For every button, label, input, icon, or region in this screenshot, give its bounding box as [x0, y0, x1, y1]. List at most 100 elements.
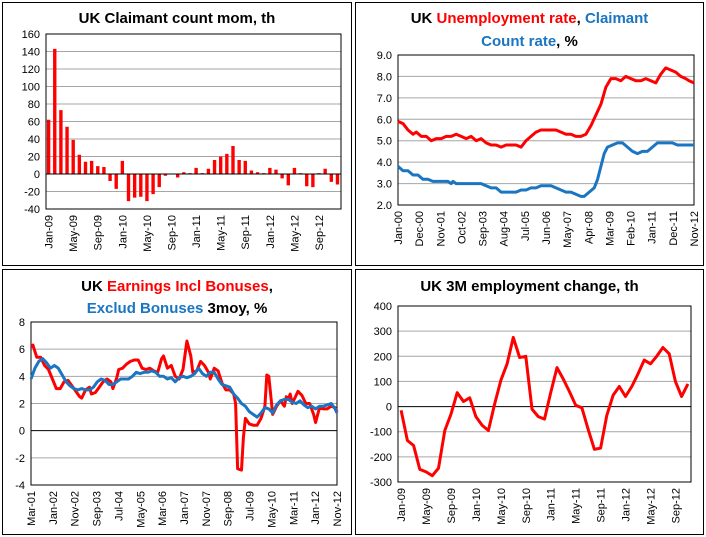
- x-tick-label: Jan-12: [310, 491, 322, 525]
- bar: [274, 169, 278, 174]
- employment-plot: -300 -200 -100 0 100 200 300 400 Jan-09 May-09 Sep…: [370, 301, 692, 525]
- x-tick-label: Nov-12: [332, 491, 344, 526]
- y-tick-label: -4: [15, 480, 25, 492]
- title-part: 3moy, %: [203, 300, 268, 317]
- x-tick-label: Sep-10: [166, 215, 178, 250]
- x-tick-label: Jan-09: [396, 488, 408, 522]
- x-tick-label: Aug-04: [499, 211, 511, 246]
- bar: [114, 174, 118, 189]
- x-tick-label: Jan-11: [647, 211, 659, 244]
- bar: [329, 174, 334, 182]
- x-tick-label: Jan-00: [393, 211, 405, 245]
- chart-unemployment-rate: UK Unemployment rate, Claimant Count rat…: [355, 2, 704, 266]
- x-tick-label: Jan-09: [44, 215, 56, 249]
- bar: [89, 160, 94, 174]
- y-tick-label: -100: [370, 427, 392, 439]
- title-part: UK: [81, 278, 107, 295]
- x-tick-label: Jan-07: [179, 491, 191, 525]
- bar: [77, 154, 82, 174]
- y-tick-label: -200: [370, 452, 392, 464]
- y-tick-label: 0: [19, 426, 25, 438]
- y-tick-label: 20: [28, 152, 40, 164]
- x-tick-label: Sep-03: [92, 491, 104, 526]
- x-tick-label: Jan-10: [471, 488, 483, 522]
- x-tick-label: Oct-02: [456, 211, 468, 244]
- chart-title-line2: Exclud Bonuses 3moy, %: [3, 299, 351, 319]
- x-tick-label: Jan-10: [117, 215, 129, 249]
- x-tick-label: Jan-12: [265, 215, 277, 249]
- y-tick-label: 100: [22, 82, 40, 94]
- bar: [335, 174, 340, 185]
- y-tick-label: 0: [386, 402, 392, 414]
- x-tick-label: Mar-06: [157, 491, 169, 526]
- x-tick-label: Dec-00: [414, 211, 426, 246]
- y-tick-label: -20: [24, 187, 40, 199]
- y-tick-label: 5.0: [377, 136, 392, 148]
- bar: [59, 110, 63, 174]
- y-tick-label: -40: [24, 204, 40, 216]
- chart-title-line1: UK Earnings Incl Bonuses,: [3, 277, 351, 297]
- x-tick-label: Jul-04: [113, 491, 125, 521]
- x-tick-label: Sep-12: [314, 215, 326, 250]
- x-tick-label: Sep-12: [670, 488, 682, 523]
- x-tick-label: Mar-09: [604, 211, 616, 246]
- bar: [231, 146, 235, 174]
- x-tick-label: May-05: [135, 491, 147, 528]
- x-tick-label: Jun-06: [541, 211, 553, 245]
- x-tick-label: Jul-09: [245, 491, 257, 521]
- plot-area: [45, 33, 342, 210]
- x-tick-label: Jan-11: [546, 488, 558, 521]
- x-tick-label: Sep-11: [596, 488, 608, 523]
- chart-employment-change: UK 3M employment change, th -300 -200 -100…: [355, 269, 704, 535]
- title-part: , %: [556, 33, 578, 50]
- bar: [53, 48, 57, 174]
- y-tick-label: 100: [374, 376, 392, 388]
- chart-earnings: UK Earnings Incl Bonuses, Exclud Bonuses…: [2, 269, 352, 535]
- y-tick-label: 6.0: [377, 114, 392, 126]
- plot-area: [397, 305, 692, 483]
- bar: [163, 174, 168, 176]
- x-tick-label: Sep-09: [446, 488, 458, 523]
- title-part-unemployment: Unemployment rate: [436, 10, 577, 27]
- x-tick-label: Apr-08: [583, 211, 595, 244]
- bar: [102, 167, 106, 174]
- x-tick-label: May-11: [571, 488, 583, 524]
- bar: [126, 174, 131, 202]
- x-tick-label: May-09: [68, 215, 80, 252]
- chart-title: UK Claimant count mom, th: [78, 10, 276, 27]
- y-tick-label: 7.0: [377, 93, 392, 105]
- bar: [132, 174, 137, 198]
- y-tick-label: 9.0: [377, 50, 392, 62]
- bar: [194, 167, 198, 174]
- series-line: [29, 357, 339, 419]
- y-tick-label: 0: [34, 169, 40, 181]
- title-part: ,: [268, 278, 273, 295]
- x-tick-label: Feb-10: [626, 211, 638, 246]
- y-tick-label: -300: [370, 477, 392, 489]
- title-part-count-rate: Count rate: [481, 33, 557, 50]
- bar: [219, 156, 223, 174]
- x-tick-label: May-12: [289, 215, 301, 252]
- bar: [292, 167, 297, 174]
- bar: [182, 172, 186, 174]
- x-tick-label: Dec-11: [668, 211, 680, 246]
- x-tick-label: Sep-08: [223, 491, 235, 526]
- plot-area: [397, 54, 695, 206]
- chart-title-line1: UK Unemployment rate, Claimant: [356, 9, 703, 29]
- bar: [280, 174, 284, 179]
- bar: [305, 174, 309, 187]
- chart-title-line2: Count rate, %: [356, 32, 703, 52]
- bar: [286, 174, 290, 186]
- bar: [212, 160, 217, 174]
- x-tick-label: Mar-01: [26, 491, 38, 526]
- y-tick-label: 2.0: [377, 200, 392, 212]
- x-tick-label: Mar-11: [288, 491, 300, 525]
- bar: [108, 174, 112, 181]
- y-tick-label: 300: [374, 326, 392, 338]
- y-tick-label: 60: [28, 117, 40, 129]
- y-tick-label: 4.0: [377, 157, 392, 169]
- y-tick-label: 8: [19, 317, 25, 329]
- chart-title: UK 3M employment change, th: [420, 278, 639, 295]
- x-tick-label: May-11: [216, 215, 228, 251]
- earnings-plot: -4 -2 0 2 4 6 8 Mar-01 Jan-02 Nov-02 Sep-03 Jul-04 M…: [15, 317, 344, 528]
